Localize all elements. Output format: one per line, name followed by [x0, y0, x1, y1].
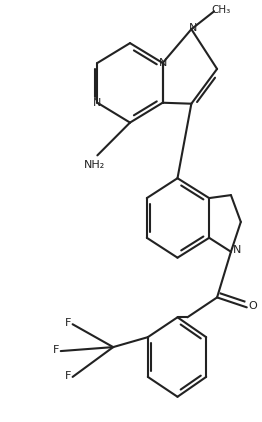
- Text: N: N: [188, 23, 197, 33]
- Text: N: N: [93, 98, 102, 108]
- Text: N: N: [159, 58, 167, 68]
- Text: N: N: [232, 246, 241, 255]
- Text: F: F: [65, 371, 71, 381]
- Text: F: F: [65, 318, 71, 328]
- Text: CH₃: CH₃: [211, 5, 230, 15]
- Text: F: F: [53, 345, 59, 355]
- Text: O: O: [248, 301, 257, 311]
- Text: NH₂: NH₂: [84, 160, 105, 170]
